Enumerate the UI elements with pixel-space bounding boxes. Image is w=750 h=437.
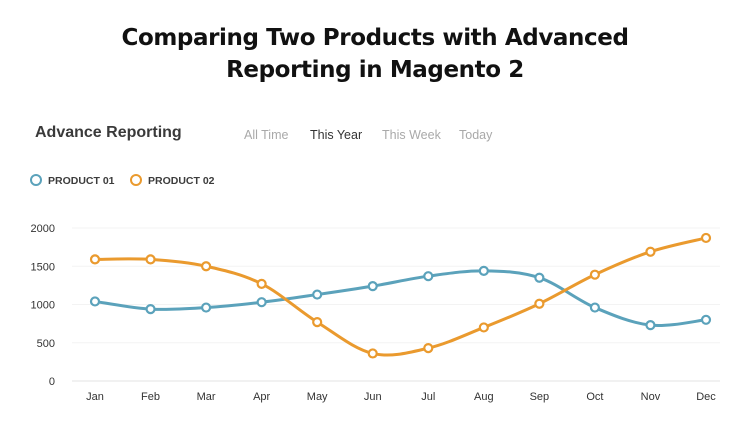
x-tick-label: Mar xyxy=(197,391,216,403)
page-title: Comparing Two Products with Advanced Rep… xyxy=(0,22,750,86)
y-tick-label: 0 xyxy=(49,376,55,388)
y-tick-label: 1500 xyxy=(31,261,55,273)
y-tick-label: 2000 xyxy=(31,223,55,235)
data-point-product-01[interactable] xyxy=(200,302,212,313)
tab-today[interactable]: Today xyxy=(459,128,493,142)
legend-label-product-02: PRODUCT 02 xyxy=(148,175,215,187)
data-point-product-01[interactable] xyxy=(256,297,267,308)
data-point-product-01[interactable] xyxy=(645,320,656,331)
data-point-product-02[interactable] xyxy=(534,298,545,309)
x-tick-label: Aug xyxy=(474,391,494,403)
page-title-line-1: Comparing Two Products with Advanced xyxy=(121,25,629,51)
x-tick-label: May xyxy=(307,391,328,403)
data-point-product-01[interactable] xyxy=(478,265,489,276)
data-point-product-01[interactable] xyxy=(700,314,712,325)
data-point-product-02[interactable] xyxy=(645,246,656,257)
x-tick-label: Apr xyxy=(253,391,270,403)
x-tick-label: Oct xyxy=(586,391,603,403)
x-tick-label: Sep xyxy=(530,391,550,403)
data-point-product-01[interactable] xyxy=(423,271,434,282)
data-point-product-02[interactable] xyxy=(312,316,323,328)
tab-this-week[interactable]: This Week xyxy=(382,128,441,142)
series-line-product-01 xyxy=(93,269,708,328)
x-tick-label: Jun xyxy=(364,391,382,403)
page-title-line-2: Reporting in Magento 2 xyxy=(226,57,524,83)
data-point-product-02[interactable] xyxy=(423,343,434,354)
data-point-product-02[interactable] xyxy=(478,322,489,333)
card-title: Advance Reporting xyxy=(35,124,182,141)
data-point-product-02[interactable] xyxy=(256,278,267,289)
y-tick-label: 500 xyxy=(37,338,55,350)
data-point-product-02[interactable] xyxy=(367,348,378,359)
data-point-product-02[interactable] xyxy=(89,254,101,265)
data-point-product-02[interactable] xyxy=(200,261,212,272)
data-point-product-01[interactable] xyxy=(312,289,323,300)
x-tick-label: Jan xyxy=(86,391,104,403)
data-point-product-02[interactable] xyxy=(700,232,712,244)
data-point-product-01[interactable] xyxy=(534,272,545,283)
product-02-marker-icon xyxy=(130,174,142,187)
tab-this-year[interactable]: This Year xyxy=(310,128,363,142)
x-tick-label: Feb xyxy=(141,391,160,403)
x-tick-label: Jul xyxy=(421,391,435,403)
series-line-product-02 xyxy=(93,236,708,357)
data-point-product-02[interactable] xyxy=(145,254,156,265)
legend-label-product-01: PRODUCT 01 xyxy=(48,175,115,187)
tab-all-time[interactable]: All Time xyxy=(244,128,289,142)
data-point-product-01[interactable] xyxy=(589,302,601,313)
data-point-product-01[interactable] xyxy=(145,303,156,315)
y-tick-label: 1000 xyxy=(31,300,55,312)
legend-item-product-02[interactable]: PRODUCT 02 xyxy=(130,174,215,187)
data-point-product-02[interactable] xyxy=(589,269,601,280)
data-point-product-01[interactable] xyxy=(367,281,378,292)
product-01-marker-icon xyxy=(30,174,42,187)
legend-item-product-01[interactable]: PRODUCT 01 xyxy=(30,174,115,187)
x-tick-label: Nov xyxy=(641,391,661,403)
x-tick-label: Dec xyxy=(696,391,716,403)
data-point-product-01[interactable] xyxy=(89,296,101,307)
